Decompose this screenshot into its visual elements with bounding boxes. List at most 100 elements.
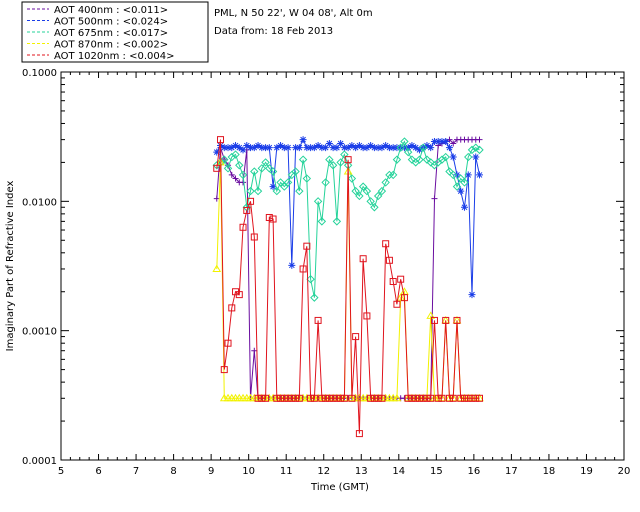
x-tick-label: 20	[618, 466, 631, 477]
data-point-diamond	[223, 164, 233, 173]
data-point-plus	[232, 175, 239, 182]
x-tick-label: 9	[208, 466, 214, 477]
data-point-square	[442, 316, 450, 324]
data-point-star	[445, 144, 453, 152]
data-point-star	[352, 144, 360, 152]
data-point-square	[299, 265, 307, 273]
data-point-diamond	[366, 197, 375, 206]
data-point-square	[468, 394, 476, 402]
data-point-star	[243, 142, 251, 150]
data-point-star	[374, 144, 382, 152]
legend-box	[21, 1, 209, 63]
data-point-square	[213, 164, 221, 172]
data-point-diamond	[257, 164, 267, 173]
data-point-star	[314, 142, 322, 150]
plot-frame	[60, 71, 625, 461]
data-point-triangle	[392, 393, 402, 402]
x-axis-label: Time (GMT)	[310, 482, 369, 493]
y-tick-label: 0.0010	[22, 327, 57, 338]
data-point-star	[449, 153, 457, 161]
data-point-diamond	[388, 170, 398, 180]
x-tick-label: 11	[280, 466, 293, 477]
data-point-square	[292, 394, 300, 402]
y-axis-label: Imaginary Part of Refractive Index	[5, 181, 16, 352]
data-point-diamond	[475, 145, 484, 155]
data-point-star	[292, 144, 300, 152]
data-point-square	[265, 213, 273, 221]
data-point-star	[262, 144, 270, 152]
data-point-square	[262, 394, 270, 402]
data-point-square	[423, 394, 431, 402]
x-tick-label: 5	[58, 466, 64, 477]
series-line	[216, 162, 480, 399]
x-tick-label: 8	[170, 466, 176, 477]
data-point-star	[333, 144, 341, 152]
data-point-star	[337, 140, 345, 148]
data-point-star	[385, 144, 393, 152]
x-tick-label: 14	[392, 466, 405, 477]
data-point-square	[400, 294, 408, 302]
data-point-square	[359, 255, 367, 263]
data-point-star	[427, 144, 435, 152]
legend-label: AOT 1020nm : <0.004>	[54, 51, 174, 62]
data-point-diamond	[306, 274, 315, 284]
plot-series	[212, 136, 484, 438]
data-point-star	[472, 153, 480, 161]
data-point-square	[434, 394, 442, 402]
data-point-diamond	[283, 178, 293, 187]
data-point-square	[254, 394, 262, 402]
data-point-star	[423, 142, 431, 150]
data-point-diamond	[396, 143, 405, 152]
data-point-star	[303, 144, 311, 152]
data-point-star	[370, 144, 378, 152]
data-point-square	[247, 197, 255, 205]
data-point-square	[314, 316, 322, 324]
data-point-star	[359, 144, 367, 152]
data-point-diamond	[325, 155, 334, 164]
data-point-diamond	[464, 152, 473, 162]
data-point-square	[273, 394, 281, 402]
data-point-square	[355, 430, 363, 438]
data-point-diamond	[418, 143, 428, 152]
data-point-square	[307, 394, 315, 402]
data-point-star	[415, 146, 423, 154]
data-point-square	[412, 394, 420, 402]
data-point-triangle	[396, 293, 406, 301]
station-label: PML, N 50 22', W 04 08', Alt 0m	[214, 8, 373, 19]
data-point-square	[370, 394, 378, 402]
data-point-square	[389, 277, 397, 285]
data-point-star	[348, 142, 356, 150]
data-point-star	[382, 142, 390, 150]
data-point-square	[280, 394, 288, 402]
data-point-square	[303, 242, 311, 250]
data-point-star	[277, 142, 285, 150]
data-point-square	[318, 394, 326, 402]
data-point-diamond	[362, 186, 372, 196]
data-point-diamond	[261, 158, 270, 167]
data-point-star	[329, 144, 337, 152]
x-tick-label: 10	[242, 466, 255, 477]
data-point-square	[404, 394, 412, 402]
data-point-square	[310, 394, 318, 402]
data-point-diamond	[358, 182, 368, 191]
data-point-diamond	[373, 191, 383, 201]
data-point-square	[220, 366, 228, 374]
data-point-star	[239, 146, 247, 154]
data-point-square	[430, 316, 438, 324]
data-point-diamond	[460, 178, 469, 187]
data-point-star	[468, 291, 476, 299]
data-point-square	[453, 316, 461, 324]
data-point-square	[363, 312, 371, 320]
data-point-diamond	[246, 186, 255, 196]
data-point-diamond	[471, 143, 480, 152]
data-point-star	[307, 144, 315, 152]
x-tick-label: 18	[543, 466, 556, 477]
data-point-diamond	[272, 186, 282, 196]
x-tick-label: 12	[317, 466, 330, 477]
data-point-plus	[431, 195, 438, 202]
data-point-square	[472, 394, 480, 402]
data-point-star	[265, 144, 273, 152]
data-point-square	[337, 394, 345, 402]
data-point-diamond	[441, 152, 450, 162]
